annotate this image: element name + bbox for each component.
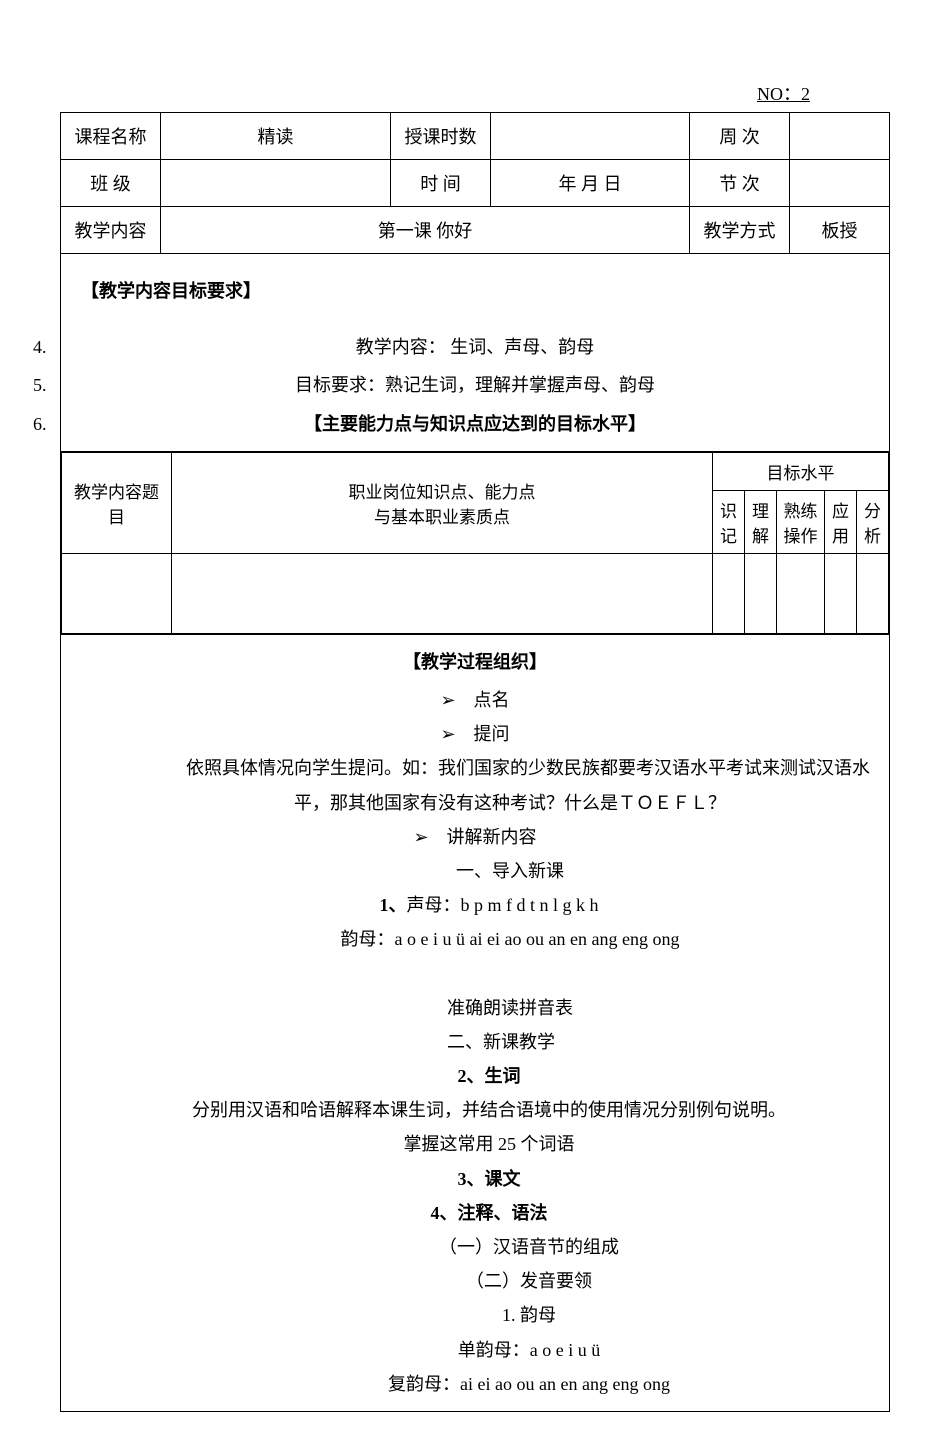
header-row-3: 教学内容 第一课 你好 教学方式 板授 [61,207,890,254]
sec-2: 二、新课教学 [69,1025,881,1059]
goal-col-2: 理解 [745,490,777,553]
blank-cell [172,553,713,633]
value-course-name: 精读 [161,113,391,160]
section-goals-row: 【教学内容目标要求】 [61,254,890,329]
value-content: 第一课 你好 [161,207,690,254]
label-course-name: 课程名称 [61,113,161,160]
ability-subtable: 教学内容题目 职业岗位知识点、能力点 与基本职业素质点 目标水平 识记 理解 熟… [61,452,889,634]
sec-1: 一、导入新课 [69,854,881,888]
blank-cell [857,553,889,633]
col-knowledge: 职业岗位知识点、能力点 与基本职业素质点 [172,452,713,553]
value-class [161,160,391,207]
goal-line-3-row: 6. 【主要能力点与知识点应达到的目标水平】 [61,405,890,452]
label-session: 节 次 [690,160,790,207]
section-goals-title: 【教学内容目标要求】 [69,264,881,318]
bullet-3: ➢ 讲解新内容 [69,820,881,854]
p4a: （一）汉语音节的组成 [69,1230,881,1264]
ability-blank-row [62,553,889,633]
col-topic: 教学内容题目 [62,452,172,553]
header-row-2: 班 级 时 间 年 月 日 节 次 [61,160,890,207]
label-time: 时 间 [391,160,491,207]
bullet-2: ➢ 提问 [69,717,881,751]
bullet-3-text: 讲解新内容 [447,827,537,847]
p2-label: 2、生词 [69,1059,881,1093]
section-ability-title: 【主要能力点与知识点应达到的目标水平】 [304,414,646,434]
blank-cell [825,553,857,633]
goal-col-4: 应用 [825,490,857,553]
lesson-plan-table: 课程名称 精读 授课时数 周 次 班 级 时 间 年 月 日 节 次 教学内容 … [60,112,890,1412]
label-class: 班 级 [61,160,161,207]
goal-col-3: 熟练操作 [777,490,825,553]
p2a: 分别用汉语和哈语解释本课生词，并结合语境中的使用情况分别例句说明。 [69,1093,881,1127]
p4-label: 4、注释、语法 [69,1196,881,1230]
label-hours: 授课时数 [391,113,491,160]
goal-col-1: 识记 [713,490,745,553]
label-week: 周 次 [690,113,790,160]
blank-cell [745,553,777,633]
goal-line-1: 教学内容： 生词、声母、韵母 [356,337,595,357]
p1-line: 1、声母：b p m f d t n l g k h [69,888,881,922]
blank-cell [62,553,172,633]
process-title: 【教学过程组织】 [69,645,881,679]
process-row: 【教学过程组织】 ➢ 点名 ➢ 提问 依照具体情况向学生提问。如：我们国家的少数… [61,634,890,1411]
blank-cell [777,553,825,633]
value-hours [491,113,690,160]
bullet-1-text: 点名 [474,690,510,710]
p4e: 复韵母：ai ei ao ou an en ang eng ong [69,1367,881,1401]
p4b: （二）发音要领 [69,1264,881,1298]
goal-line-1-row: 4. 教学内容： 生词、声母、韵母 [61,328,890,366]
label-content: 教学内容 [61,207,161,254]
header-row-1: 课程名称 精读 授课时数 周 次 [61,113,890,160]
value-week [790,113,890,160]
p2b: 掌握这常用 25 个词语 [69,1127,881,1161]
value-time: 年 月 日 [491,160,690,207]
goal-col-5: 分析 [857,490,889,553]
bullet-1: ➢ 点名 [69,683,881,717]
item-number-5: 5. [33,368,47,402]
blank-cell [713,553,745,633]
ability-header-row-1: 教学内容题目 职业岗位知识点、能力点 与基本职业素质点 目标水平 [62,452,889,490]
p1a: 声母：b p m f d t n l g k h [407,895,599,915]
p4d: 单韵母：a o e i u ü [69,1333,881,1367]
value-session [790,160,890,207]
item-number-6: 6. [33,407,47,441]
goal-level-header: 目标水平 [713,452,889,490]
p4c: 1. 韵母 [69,1298,881,1332]
p1b: 韵母：a o e i u ü ai ei ao ou an en ang eng… [69,922,881,956]
value-method: 板授 [790,207,890,254]
goal-line-2: 目标要求：熟记生词，理解并掌握声母、韵母 [295,375,655,395]
item-number-4: 4. [33,330,47,364]
label-method: 教学方式 [690,207,790,254]
bullet-2-desc: 依照具体情况向学生提问。如：我们国家的少数民族都要考汉语水平考试来测试汉语水平，… [69,751,881,819]
bullet-2-text: 提问 [474,724,510,744]
page-number-label: NO：2 [60,80,890,106]
goal-line-2-row: 5. 目标要求：熟记生词，理解并掌握声母、韵母 [61,366,890,404]
p3-label: 3、课文 [69,1162,881,1196]
p1c: 准确朗读拼音表 [69,991,881,1025]
ability-table-row: 教学内容题目 职业岗位知识点、能力点 与基本职业素质点 目标水平 识记 理解 熟… [61,451,890,634]
p1-label: 1、 [380,895,407,915]
